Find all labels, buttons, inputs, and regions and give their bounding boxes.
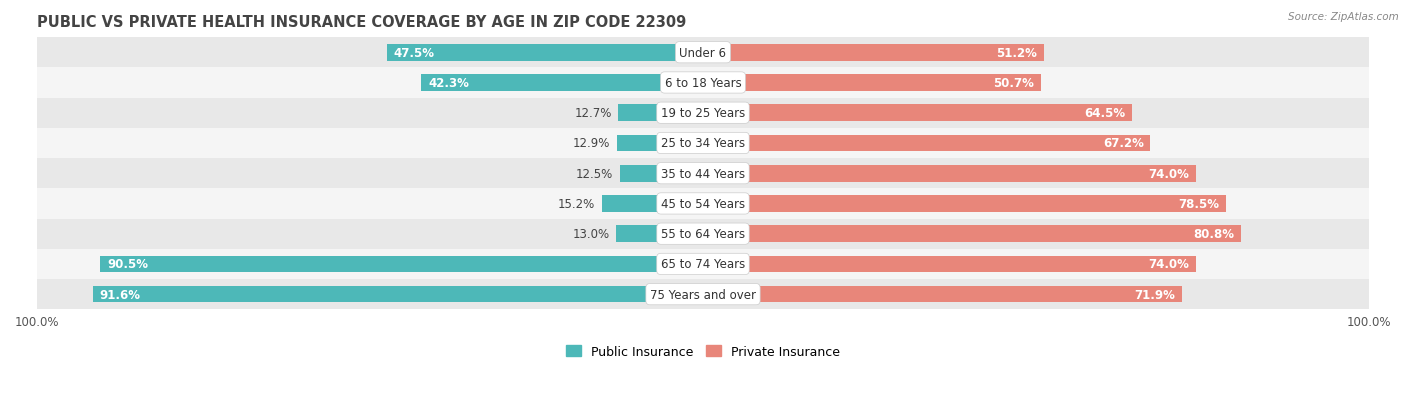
Text: 91.6%: 91.6%: [100, 288, 141, 301]
Bar: [616, 226, 703, 242]
Text: 45 to 54 Years: 45 to 54 Years: [661, 197, 745, 211]
Text: 65 to 74 Years: 65 to 74 Years: [661, 258, 745, 271]
Text: 78.5%: 78.5%: [1178, 197, 1219, 211]
Bar: [37, 98, 1369, 128]
Text: PUBLIC VS PRIVATE HEALTH INSURANCE COVERAGE BY AGE IN ZIP CODE 22309: PUBLIC VS PRIVATE HEALTH INSURANCE COVER…: [37, 15, 686, 30]
Bar: [617, 135, 703, 152]
Text: Under 6: Under 6: [679, 47, 727, 59]
Text: 15.2%: 15.2%: [558, 197, 595, 211]
Bar: [37, 68, 1369, 98]
Bar: [703, 196, 1226, 212]
Bar: [93, 286, 703, 303]
Text: 12.9%: 12.9%: [574, 137, 610, 150]
Bar: [620, 166, 703, 182]
Bar: [37, 219, 1369, 249]
Text: 50.7%: 50.7%: [993, 77, 1033, 90]
Bar: [703, 75, 1040, 92]
Text: 47.5%: 47.5%: [394, 47, 434, 59]
Bar: [37, 249, 1369, 279]
Bar: [37, 159, 1369, 189]
Bar: [703, 45, 1043, 62]
Bar: [100, 256, 703, 273]
Text: Source: ZipAtlas.com: Source: ZipAtlas.com: [1288, 12, 1399, 22]
Text: 35 to 44 Years: 35 to 44 Years: [661, 167, 745, 180]
Bar: [703, 135, 1150, 152]
Bar: [703, 105, 1132, 122]
Text: 64.5%: 64.5%: [1084, 107, 1126, 120]
Text: 74.0%: 74.0%: [1149, 258, 1189, 271]
Bar: [703, 286, 1181, 303]
Text: 67.2%: 67.2%: [1102, 137, 1143, 150]
Bar: [619, 105, 703, 122]
Text: 90.5%: 90.5%: [107, 258, 148, 271]
Bar: [387, 45, 703, 62]
Text: 19 to 25 Years: 19 to 25 Years: [661, 107, 745, 120]
Bar: [37, 279, 1369, 309]
Text: 75 Years and over: 75 Years and over: [650, 288, 756, 301]
Text: 6 to 18 Years: 6 to 18 Years: [665, 77, 741, 90]
Bar: [703, 226, 1241, 242]
Text: 25 to 34 Years: 25 to 34 Years: [661, 137, 745, 150]
Text: 13.0%: 13.0%: [572, 228, 610, 241]
Text: 80.8%: 80.8%: [1194, 228, 1234, 241]
Text: 12.7%: 12.7%: [575, 107, 612, 120]
Legend: Public Insurance, Private Insurance: Public Insurance, Private Insurance: [561, 340, 845, 363]
Bar: [602, 196, 703, 212]
Text: 12.5%: 12.5%: [576, 167, 613, 180]
Text: 55 to 64 Years: 55 to 64 Years: [661, 228, 745, 241]
Text: 74.0%: 74.0%: [1149, 167, 1189, 180]
Text: 71.9%: 71.9%: [1135, 288, 1175, 301]
Bar: [703, 256, 1195, 273]
Text: 51.2%: 51.2%: [997, 47, 1038, 59]
Bar: [37, 128, 1369, 159]
Bar: [703, 166, 1195, 182]
Bar: [422, 75, 703, 92]
Text: 42.3%: 42.3%: [427, 77, 470, 90]
Bar: [37, 189, 1369, 219]
Bar: [37, 38, 1369, 68]
